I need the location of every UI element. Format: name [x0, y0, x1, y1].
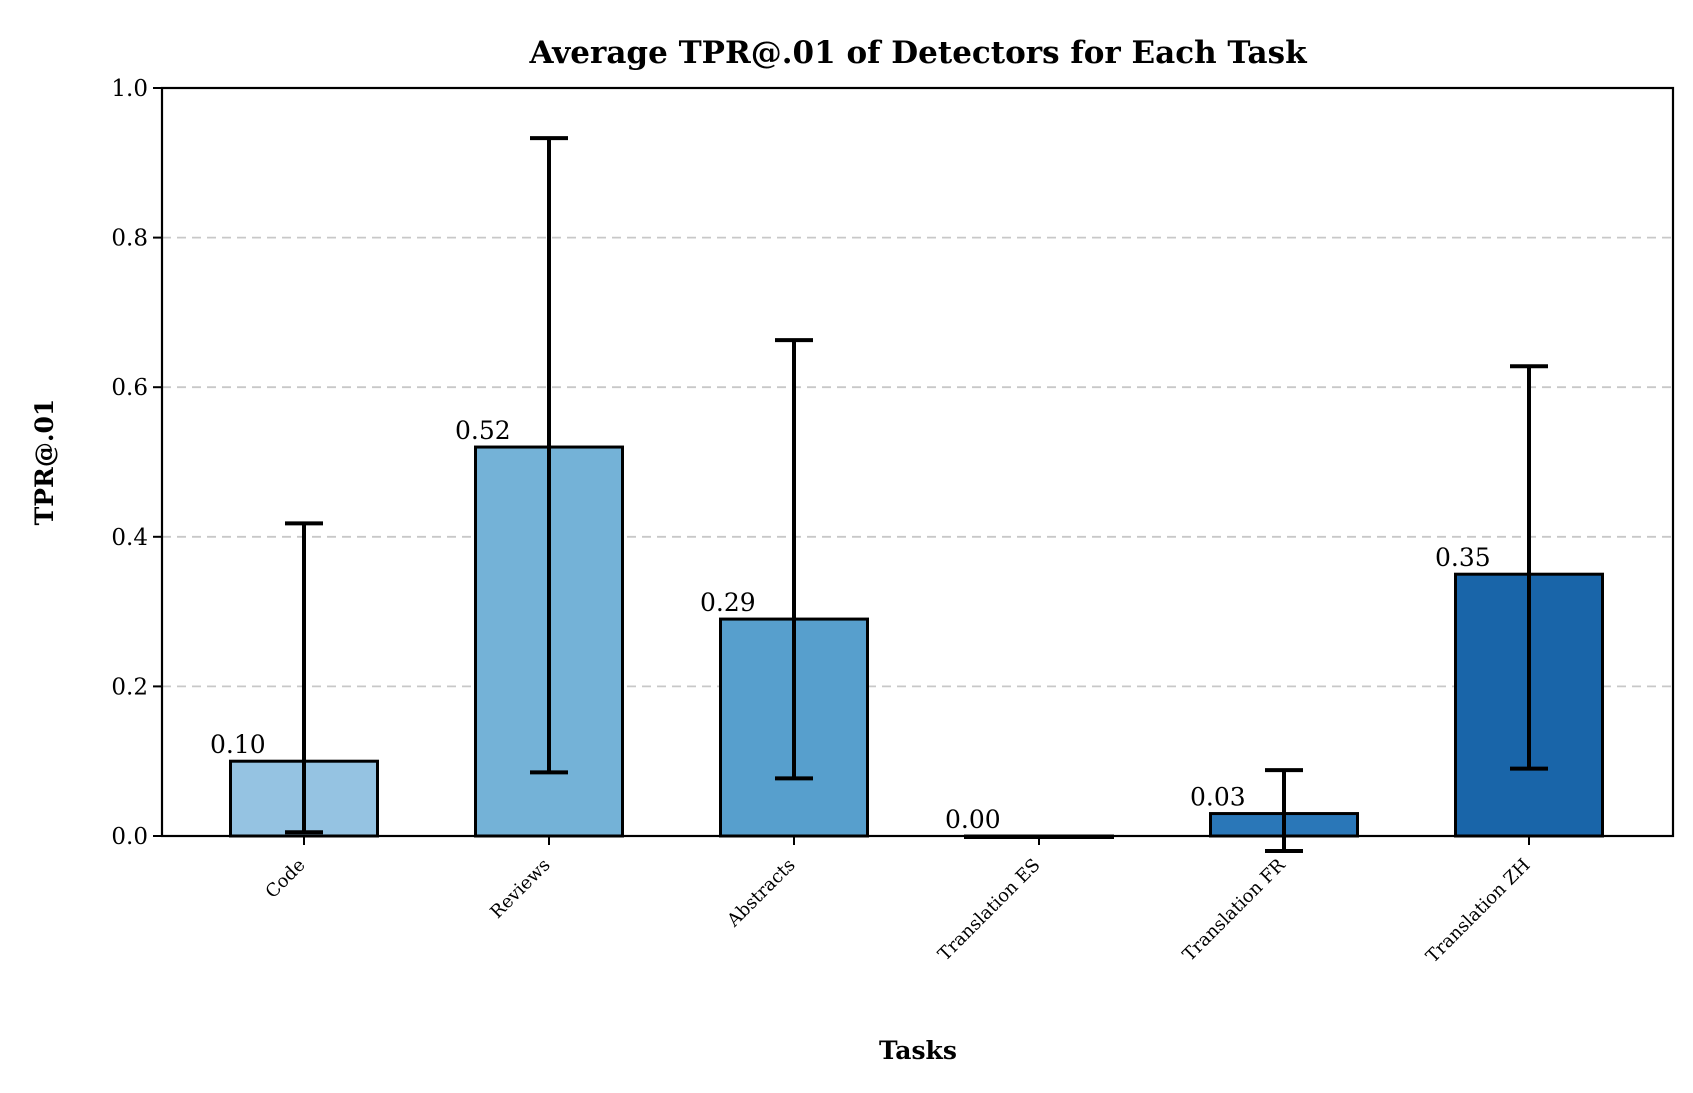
y-tick-label: 0.0 — [111, 824, 148, 850]
x-tick-label: Reviews — [486, 855, 554, 923]
y-axis-label: TPR@.01 — [30, 399, 59, 526]
x-tick-label: Code — [262, 855, 310, 903]
data-label: 0.10 — [210, 730, 266, 759]
y-tick-label: 1.0 — [111, 76, 148, 102]
y-tick-label: 0.6 — [111, 375, 148, 401]
data-label: 0.52 — [455, 416, 511, 445]
y-tick-label: 0.8 — [111, 226, 148, 252]
y-tick-label: 0.4 — [111, 525, 148, 551]
error-bars — [285, 136, 1548, 853]
x-axis-ticks: Code Reviews Abstracts Translation ES Transl… — [262, 836, 1535, 967]
chart-title: Average TPR@.01 of Detectors for Each Ta… — [528, 35, 1308, 71]
data-label: 0.00 — [945, 805, 1001, 834]
data-label: 0.03 — [1190, 783, 1246, 812]
data-label: 0.29 — [700, 588, 756, 617]
bars — [229, 445, 1604, 839]
data-labels: 0.10 0.52 0.29 0.00 0.03 0.35 — [210, 416, 1491, 834]
x-tick-label: Translation FR — [1179, 854, 1290, 965]
data-label: 0.35 — [1435, 543, 1491, 572]
x-tick-label: Abstracts — [723, 855, 800, 932]
x-tick-label: Translation ZH — [1422, 855, 1534, 967]
plot-frame — [160, 86, 1675, 838]
grid-lines — [162, 236, 1673, 688]
y-tick-label: 0.2 — [111, 674, 148, 700]
y-axis-ticks: 0.0 0.2 0.4 0.6 0.8 1.0 — [111, 76, 162, 850]
x-axis-label: Tasks — [879, 1036, 957, 1065]
x-tick-label: Translation ES — [934, 855, 1045, 966]
